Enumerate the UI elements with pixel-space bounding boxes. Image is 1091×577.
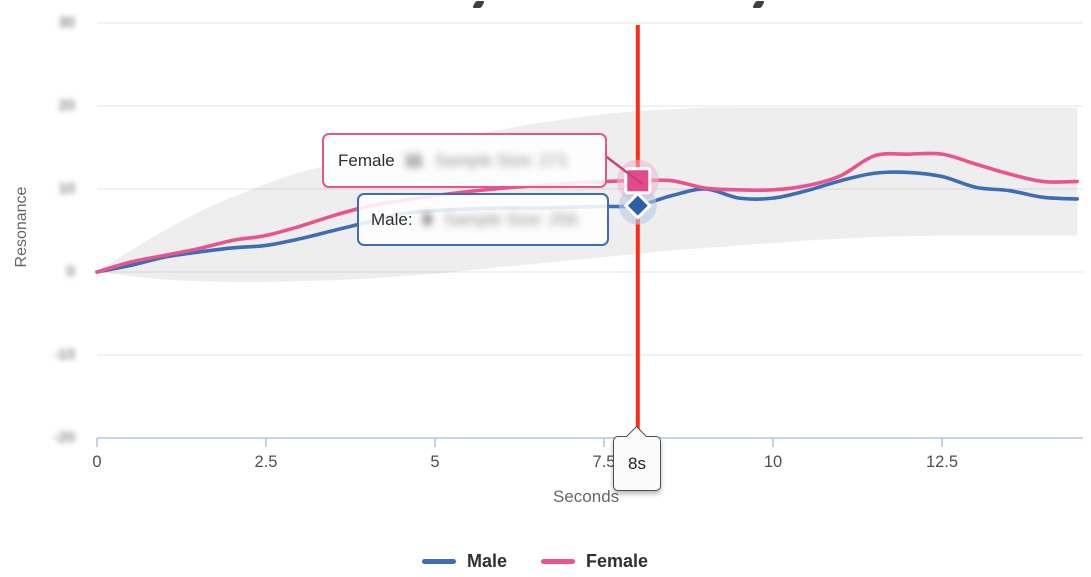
female-tooltip: Female 11 Sample Size: 271 [322,133,607,188]
male-point-marker[interactable] [623,191,652,220]
y-axis-title: Resonance [13,186,30,268]
male-tooltip-label: Male: [371,209,413,229]
x-axis-tick-label: 0 [92,453,102,471]
legend-item-female[interactable]: Female [541,551,648,572]
legend: Male Female [422,551,648,572]
x-axis-tick-label: 7.5 [592,453,616,471]
male-tooltip-sample-size: Sample Size: 256 [444,209,578,229]
y-axis-tick-label: 10 [58,180,75,197]
x-axis-line [96,437,1083,447]
female-tooltip-label: Female [338,150,395,170]
male-legend-swatch-icon [422,559,456,564]
male-legend-label: Male [467,551,508,571]
y-axis-tick-label: 0 [66,263,75,280]
y-axis-tick-label: 20 [58,97,75,114]
x-axis-tick-label: 10 [763,453,783,471]
x-axis-tick-label: 2.5 [254,453,278,471]
y-axis-tick-label: -20 [53,429,75,446]
male-tooltip-value: 8 [422,209,433,229]
female-tooltip-value: 11 [404,150,423,170]
female-legend-label: Female [586,551,649,571]
tooltip-connector-line [602,153,644,185]
x-axis-tick-label: 5 [430,453,440,471]
y-axis-tick-label: -10 [53,346,75,363]
female-legend-swatch-icon [541,559,576,564]
male-tooltip: Male: 8 Sample Size: 256 [357,193,609,246]
y-axis-tick-label: 30 [58,14,75,31]
legend-item-male[interactable]: Male [422,551,507,572]
x-axis-tick-label: 12.5 [925,453,959,471]
x-axis-title: Seconds [553,487,620,506]
female-tooltip-sample-size: Sample Size: 271 [434,150,568,170]
